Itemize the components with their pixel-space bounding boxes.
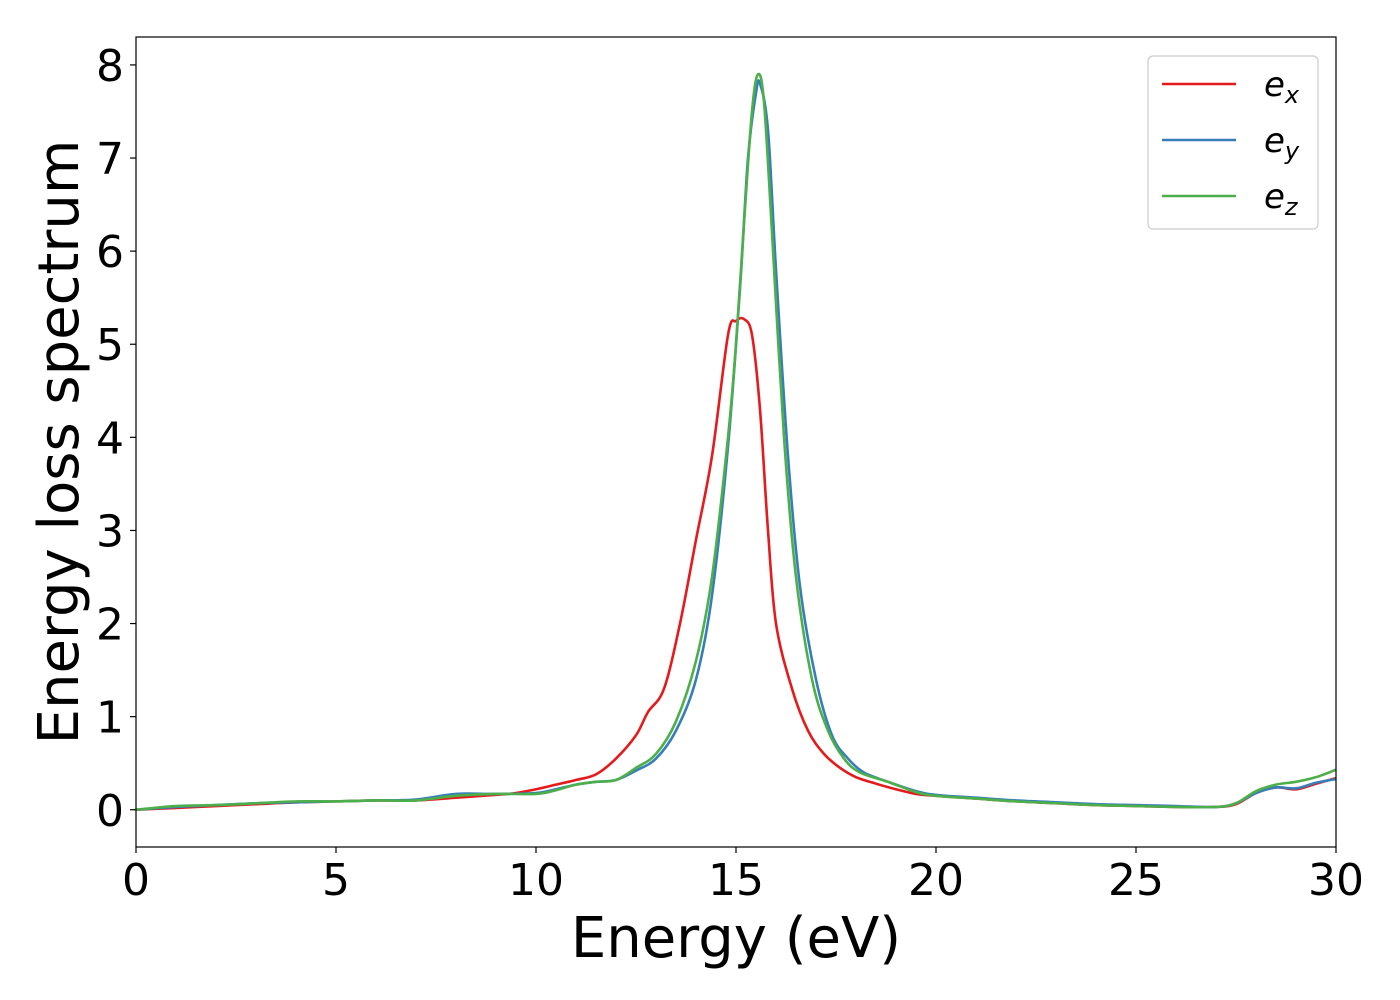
legend-label: ex (1264, 65, 1300, 109)
legend-label: ey (1264, 121, 1300, 165)
y-tick-label: 3 (96, 506, 124, 557)
x-tick-label: 15 (708, 855, 764, 906)
x-tick-label: 30 (1308, 855, 1364, 906)
x-tick-label: 25 (1108, 855, 1164, 906)
y-tick-label: 0 (96, 786, 124, 837)
series-line-e-z (136, 72, 1336, 812)
y-tick-label: 5 (96, 320, 124, 371)
legend-box (1147, 55, 1319, 230)
y-tick-label: 6 (96, 227, 124, 278)
y-tick-label: 1 (96, 693, 124, 744)
x-axis-title: Energy (eV) (571, 906, 901, 971)
series-layer (136, 72, 1336, 812)
legend-label: ez (1264, 177, 1299, 221)
series-line-e-x (136, 316, 1336, 812)
y-axis: 0 1 2 3 4 5 6 7 8 (96, 41, 136, 837)
y-tick-label: 4 (96, 413, 124, 464)
x-tick-label: 0 (122, 855, 150, 906)
y-tick-label: 2 (96, 600, 124, 651)
y-axis-title: Energy loss spectrum (27, 140, 92, 745)
legend: ex ey ez (1147, 55, 1319, 230)
y-tick-label: 8 (96, 41, 124, 92)
x-tick-label: 20 (908, 855, 964, 906)
x-axis: 0 5 10 15 20 25 30 (122, 847, 1364, 906)
y-tick-label: 7 (96, 134, 124, 185)
x-tick-label: 10 (508, 855, 564, 906)
x-tick-label: 5 (322, 855, 350, 906)
